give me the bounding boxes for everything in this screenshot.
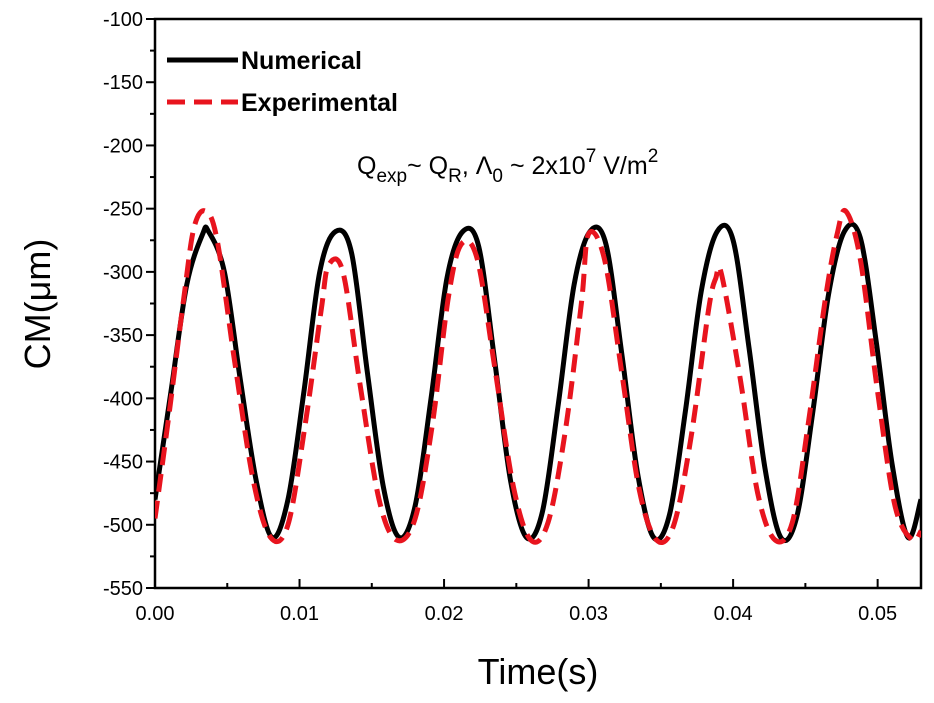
y-tick-label: -250 — [103, 199, 143, 221]
series-line-experimental — [155, 207, 921, 545]
x-tick-label: 0.00 — [136, 603, 175, 625]
x-tick-label: 0.03 — [569, 603, 608, 625]
y-tick-label: -450 — [103, 452, 143, 474]
x-axis-title: Time(s) — [478, 651, 599, 692]
y-tick-label: -300 — [103, 262, 143, 284]
y-tick-label: -500 — [103, 515, 143, 537]
x-tick-label: 0.04 — [714, 603, 753, 625]
annotation: Qexp~ QR, Λ0 ~ 2x107 V/m2 — [357, 146, 658, 187]
series-layer — [155, 207, 921, 545]
y-tick-label: -200 — [103, 135, 143, 157]
y-tick-label: -350 — [103, 325, 143, 347]
legend-label-numerical: Numerical — [241, 47, 362, 75]
series-line-numerical — [155, 221, 921, 544]
y-tick-label: -100 — [103, 9, 143, 31]
ticks-layer: 0.00 0.01 0.02 0.03 0.04 0.05 -100 -150 -200 -250… — [103, 9, 897, 625]
legend-label-experimental: Experimental — [241, 89, 398, 117]
x-tick-label: 0.01 — [280, 603, 319, 625]
x-tick-label: 0.05 — [858, 603, 897, 625]
legend: Numerical Experimental — [167, 47, 398, 117]
y-axis-title: CM(μm) — [17, 239, 58, 370]
y-tick-label: -150 — [103, 72, 143, 94]
x-tick-label: 0.02 — [425, 603, 464, 625]
y-tick-label: -550 — [103, 578, 143, 600]
y-tick-label: -400 — [103, 388, 143, 410]
